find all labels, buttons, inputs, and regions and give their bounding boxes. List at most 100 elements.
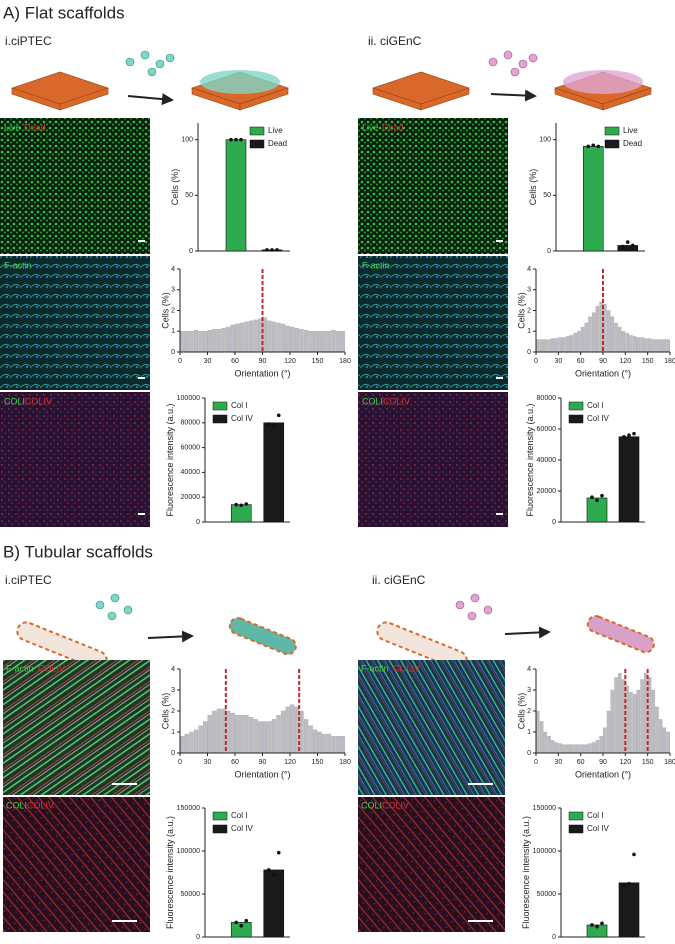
histogram-bar [317, 331, 322, 353]
y-tick-label: 0 [171, 349, 175, 356]
legend-label: Dead [623, 139, 642, 148]
histogram-bar [632, 694, 637, 754]
y-axis-label: Fluorescence intensity (a.u.) [165, 816, 175, 929]
histogram-bar [216, 708, 222, 754]
histogram-bar [290, 704, 295, 754]
y-axis-label: Fluorescence intensity (a.u.) [525, 403, 535, 516]
histogram-bar [577, 331, 581, 353]
x-tick-label: 90 [259, 358, 267, 365]
histogram-bar [599, 736, 603, 754]
legend-swatch [212, 414, 228, 424]
section-title: B) Tubular scaffolds [3, 542, 153, 561]
image-label: Live [4, 122, 21, 132]
bar [230, 504, 252, 523]
x-tick-label: 60 [231, 358, 239, 365]
histogram-bar [666, 731, 670, 754]
data-point [234, 920, 239, 925]
y-tick-label: 0 [547, 248, 551, 255]
bar [582, 146, 604, 252]
legend-label: Col I [587, 811, 603, 820]
x-axis-label: Orientation (°) [575, 368, 631, 378]
image-label: Dead [24, 122, 46, 132]
data-point [239, 503, 244, 508]
data-point [244, 918, 249, 923]
y-tick-label: 50 [543, 192, 551, 199]
x-tick-label: 150 [312, 759, 324, 766]
histogram-bar [322, 331, 327, 353]
histogram-bar [331, 330, 336, 353]
histogram-bar [539, 721, 544, 754]
histogram-bar [267, 320, 272, 353]
legend-swatch [212, 824, 228, 834]
data-point [239, 137, 243, 142]
image-label: COLI [361, 800, 382, 810]
histogram-bar [207, 715, 212, 754]
data-point [265, 248, 269, 252]
histogram-bar [610, 689, 615, 754]
histogram-bar [244, 715, 249, 754]
histogram-bar [625, 333, 629, 353]
y-tick-label: 60000 [181, 444, 201, 451]
legend-label: Col I [587, 401, 603, 410]
image-label: COLI [6, 800, 27, 810]
x-tick-label: 0 [178, 358, 182, 365]
histogram-bar [212, 328, 217, 353]
y-tick-label: 100 [181, 137, 193, 144]
y-axis-label: Cells (%) [170, 169, 180, 206]
histogram-bar [655, 339, 659, 353]
histogram-bar [239, 715, 245, 754]
data-point [600, 493, 604, 498]
histogram-bar [230, 712, 235, 754]
x-tick-label: 180 [664, 759, 675, 766]
y-tick-label: 20000 [181, 494, 201, 501]
legend-label: Col I [231, 811, 247, 820]
y-tick-label: 0 [527, 750, 531, 757]
histogram-bar [588, 743, 592, 754]
legend-label: Col IV [231, 824, 253, 833]
bar [618, 436, 640, 523]
y-axis-label: Cells (%) [528, 169, 538, 206]
legend-label: Dead [268, 139, 287, 148]
histogram-bar [248, 717, 254, 754]
image-labels: Live Dead F-actin COLI COLIV Live Dead F… [4, 122, 420, 810]
histogram-bar [632, 336, 637, 353]
y-tick-label: 80000 [181, 420, 201, 427]
data-point [595, 498, 599, 503]
x-tick-label: 30 [204, 358, 212, 365]
x-tick-label: 180 [339, 759, 351, 766]
data-point [591, 143, 596, 148]
legend-label: Col IV [231, 414, 253, 423]
histogram-bar [193, 729, 199, 754]
histogram-bar [640, 337, 644, 353]
y-tick-label: 4 [527, 666, 531, 673]
image-label: Dead [382, 122, 404, 132]
y-tick-label: 0 [552, 519, 556, 526]
data-point [627, 881, 631, 886]
histogram-bar [340, 736, 345, 754]
histogram-bar [285, 325, 290, 353]
histogram-bar [290, 326, 295, 353]
histogram-bar [591, 312, 596, 353]
y-tick-label: 20000 [537, 488, 557, 495]
histogram-bar [666, 339, 670, 353]
histogram-bar [577, 744, 581, 754]
y-tick-label: 2 [171, 307, 175, 314]
histogram-bar [184, 733, 190, 754]
histogram-bar [558, 743, 562, 754]
histogram-bar [562, 744, 566, 754]
histogram-bar [640, 679, 644, 754]
data-point [630, 243, 635, 248]
y-tick-label: 50000 [181, 891, 201, 898]
histogram-bar [308, 725, 313, 754]
y-tick-label: 100000 [177, 848, 200, 855]
histogram-bar [617, 673, 622, 754]
image-label: F-actin [362, 260, 390, 270]
x-tick-label: 0 [534, 358, 538, 365]
histogram-bar [569, 335, 574, 353]
histogram-bar [239, 322, 245, 353]
y-tick-label: 2 [171, 708, 175, 715]
histogram-bar [326, 733, 332, 754]
histogram-bar [180, 736, 185, 754]
panel-title: ii. ciGEnC [368, 34, 422, 48]
histogram-bar [547, 339, 551, 353]
